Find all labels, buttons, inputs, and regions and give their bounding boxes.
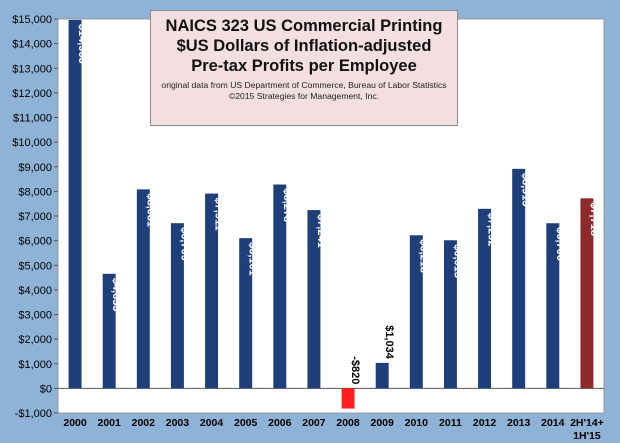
chart-title-line-2: $US Dollars of Inflation-adjusted <box>176 37 432 55</box>
x-category-label: 2012 <box>473 417 497 429</box>
x-category-label: 1H'15 <box>573 430 601 442</box>
bar-value-label: $6,706 <box>554 227 566 261</box>
chart-title-line-1: NAICS 323 US Commercial Printing <box>165 17 443 35</box>
bar <box>205 193 219 389</box>
y-tick-label: $1,000 <box>18 359 52 371</box>
bar <box>546 223 560 389</box>
bar-value-label: $6,015 <box>451 244 463 278</box>
y-tick-label: -$1,000 <box>15 408 52 420</box>
bar <box>273 184 287 389</box>
bar-value-label: -$820 <box>349 356 361 384</box>
x-category-label: 2000 <box>63 417 87 429</box>
bar <box>68 19 82 389</box>
x-category-label: 2009 <box>371 417 395 429</box>
bar <box>136 189 150 389</box>
bar <box>409 235 423 389</box>
y-tick-label: $9,000 <box>18 162 52 174</box>
bar-value-label: $6,709 <box>178 227 190 261</box>
bar <box>443 240 457 389</box>
y-tick-label: $5,000 <box>18 260 52 272</box>
bar <box>239 238 253 389</box>
y-tick-label: $8,000 <box>18 186 52 198</box>
bar <box>341 388 355 409</box>
x-category-label: 2002 <box>132 417 156 429</box>
x-category-label: 2005 <box>234 417 258 429</box>
y-tick-label: $15,000 <box>12 14 52 26</box>
bar-value-label: $6,218 <box>417 239 429 273</box>
x-category-label: 2H'14+ <box>570 417 604 429</box>
x-category-label: 2011 <box>439 417 462 429</box>
bar-value-label: $1,034 <box>383 325 395 360</box>
bar-value-label: $14,963 <box>76 24 88 64</box>
x-category-label: 2013 <box>507 417 531 429</box>
x-category-label: 2010 <box>405 417 429 429</box>
bar-value-label: $4,653 <box>110 278 122 312</box>
bar-value-label: $7,241 <box>315 214 327 248</box>
x-category-label: 2003 <box>166 417 190 429</box>
bar <box>512 168 526 389</box>
chart-copyright-note: ©2015 Strategies for Management, Inc. <box>228 91 380 101</box>
chart-title-line-3: Pre-tax Profits per Employee <box>191 57 417 75</box>
y-tick-label: $7,000 <box>18 211 52 223</box>
y-tick-label: $14,000 <box>12 39 52 51</box>
bar-value-label: $7,911 <box>213 198 225 231</box>
bar-value-label: $8,915 <box>520 173 532 207</box>
y-tick-label: $11,000 <box>13 113 52 125</box>
bar <box>478 208 492 389</box>
y-tick-label: $3,000 <box>18 310 52 322</box>
y-tick-label: $13,000 <box>12 63 52 75</box>
chart-title-box: NAICS 323 US Commercial Printing $US Dol… <box>150 10 458 126</box>
y-tick-label: $2,000 <box>18 334 52 346</box>
y-tick-label: $10,000 <box>12 137 52 149</box>
bar-value-label: $8,278 <box>281 189 293 223</box>
y-tick-label: $0 <box>40 383 52 395</box>
bar <box>375 362 389 389</box>
bar <box>307 210 321 389</box>
x-category-label: 2008 <box>336 417 360 429</box>
bar-value-label: $7,718 <box>588 202 600 236</box>
bar-value-label: $6,101 <box>247 242 259 276</box>
chart-source-note: original data from US Department of Comm… <box>161 80 447 90</box>
bar <box>102 273 116 389</box>
bar-value-label: $8,081 <box>144 193 156 227</box>
bar <box>170 223 184 389</box>
y-tick-label: $12,000 <box>12 88 52 100</box>
x-category-label: 2001 <box>98 417 122 429</box>
x-category-label: 2006 <box>268 417 292 429</box>
bar <box>580 198 594 389</box>
bar-value-label: $7,292 <box>486 213 498 247</box>
y-tick-label: $6,000 <box>18 236 52 248</box>
x-category-label: 2014 <box>541 417 565 429</box>
x-category-label: 2007 <box>302 417 326 429</box>
x-category-label: 2004 <box>200 417 224 429</box>
y-tick-label: $4,000 <box>18 285 52 297</box>
